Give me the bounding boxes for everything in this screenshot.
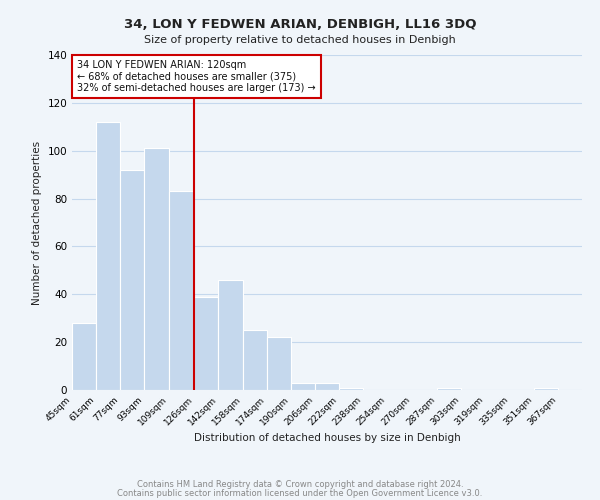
Text: 34 LON Y FEDWEN ARIAN: 120sqm
← 68% of detached houses are smaller (375)
32% of : 34 LON Y FEDWEN ARIAN: 120sqm ← 68% of d… [77, 60, 316, 93]
Bar [315, 383, 339, 390]
Bar [194, 296, 218, 390]
Bar [72, 323, 96, 390]
Bar [266, 338, 291, 390]
Bar [291, 383, 315, 390]
Bar [534, 388, 558, 390]
Text: Size of property relative to detached houses in Denbigh: Size of property relative to detached ho… [144, 35, 456, 45]
Text: Contains public sector information licensed under the Open Government Licence v3: Contains public sector information licen… [118, 488, 482, 498]
X-axis label: Distribution of detached houses by size in Denbigh: Distribution of detached houses by size … [194, 432, 460, 442]
Bar [218, 280, 242, 390]
Bar [437, 388, 461, 390]
Text: Contains HM Land Registry data © Crown copyright and database right 2024.: Contains HM Land Registry data © Crown c… [137, 480, 463, 489]
Bar [242, 330, 266, 390]
Bar [96, 122, 120, 390]
Bar [169, 192, 193, 390]
Bar [339, 388, 363, 390]
Bar [120, 170, 145, 390]
Text: 34, LON Y FEDWEN ARIAN, DENBIGH, LL16 3DQ: 34, LON Y FEDWEN ARIAN, DENBIGH, LL16 3D… [124, 18, 476, 30]
Y-axis label: Number of detached properties: Number of detached properties [32, 140, 42, 304]
Bar [145, 148, 169, 390]
